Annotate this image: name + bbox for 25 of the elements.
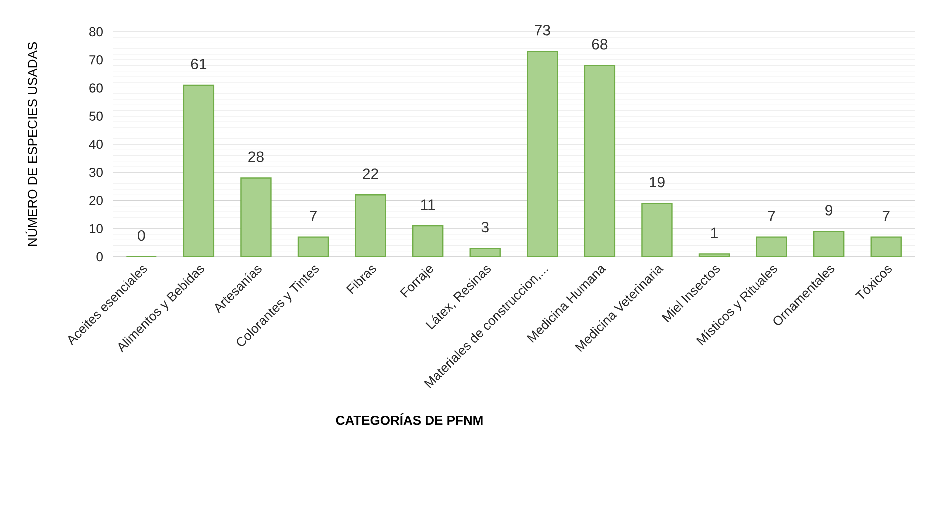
data-label: 7 bbox=[882, 211, 890, 222]
y-tick-label: 80 bbox=[90, 27, 103, 37]
data-label: 9 bbox=[826, 205, 833, 216]
y-tick-label: 50 bbox=[90, 112, 103, 121]
data-label: 19 bbox=[650, 177, 665, 188]
data-label: 7 bbox=[768, 211, 776, 222]
y-tick-label: 20 bbox=[90, 196, 103, 206]
y-tick-label: 0 bbox=[96, 252, 103, 262]
y-tick-label: 40 bbox=[89, 140, 103, 150]
y-tick-label: 10 bbox=[90, 224, 103, 234]
data-label: 28 bbox=[248, 152, 264, 162]
data-label: 22 bbox=[363, 168, 378, 180]
x-axis-title: CATEGORÍAS DE PFNM bbox=[336, 414, 483, 426]
data-label: 11 bbox=[421, 200, 436, 210]
data-label: 7 bbox=[310, 211, 317, 222]
data-label: 0 bbox=[138, 230, 146, 242]
y-tick-label: 70 bbox=[90, 56, 103, 65]
y-tick-label: 30 bbox=[90, 168, 103, 178]
data-label: 3 bbox=[482, 222, 489, 233]
data-label: 1 bbox=[711, 228, 718, 238]
data-label: 73 bbox=[535, 25, 550, 36]
data-label: 68 bbox=[592, 39, 608, 50]
y-axis-title: NÚMERO DE ESPECIES USADAS bbox=[26, 42, 38, 246]
data-label: 61 bbox=[191, 58, 207, 70]
y-tick-label: 60 bbox=[90, 84, 103, 93]
